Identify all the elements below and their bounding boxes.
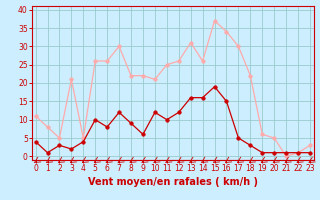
X-axis label: Vent moyen/en rafales ( km/h ): Vent moyen/en rafales ( km/h ) [88, 177, 258, 187]
